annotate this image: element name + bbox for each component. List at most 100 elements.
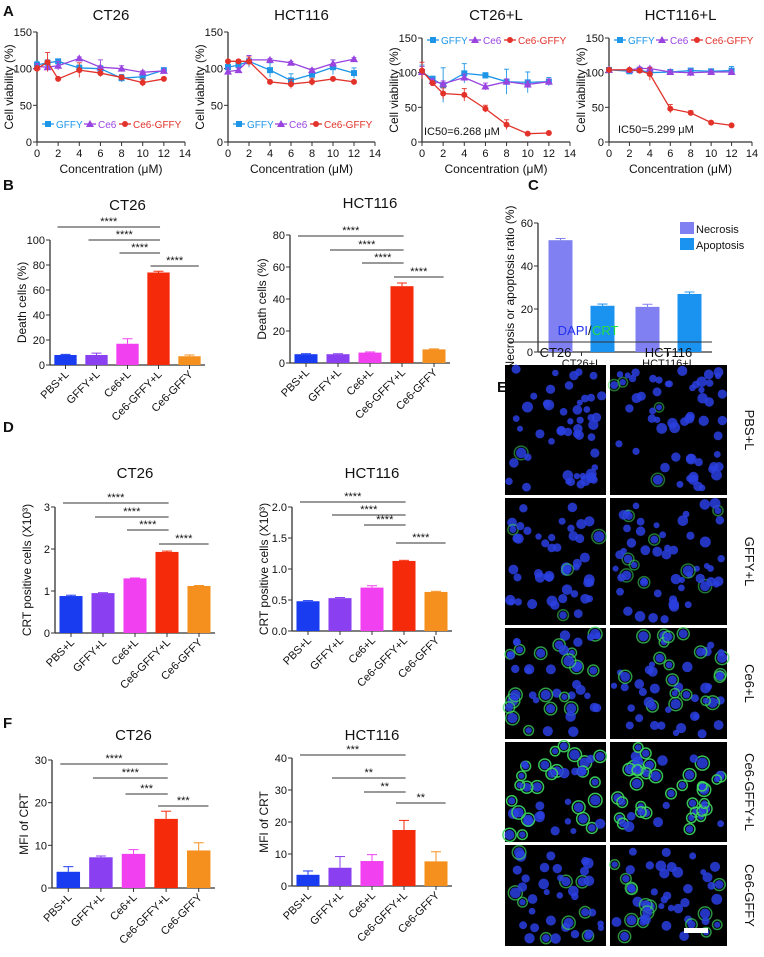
nucleus xyxy=(590,448,600,458)
nucleus xyxy=(637,808,645,816)
nucleus xyxy=(587,393,595,402)
x-tick-label: 12 xyxy=(348,148,360,160)
x-tick-label: 6 xyxy=(667,148,673,160)
nucleus xyxy=(635,526,646,536)
nucleus xyxy=(655,653,664,663)
crt-signal xyxy=(593,749,607,764)
nucleus xyxy=(581,394,589,403)
triangle-marker xyxy=(707,67,716,75)
nucleus xyxy=(699,536,711,548)
nucleus xyxy=(679,931,689,941)
chart-title: CT26 xyxy=(109,197,146,214)
nucleus xyxy=(660,615,669,624)
nucleus xyxy=(711,893,723,905)
crt-signal xyxy=(516,896,529,908)
nucleus xyxy=(521,760,529,769)
nucleus xyxy=(676,480,684,488)
legend-label: Ce6-GFFY xyxy=(518,36,567,47)
legend-label: Apoptosis xyxy=(696,240,745,252)
y-tick-label: 20 xyxy=(33,335,45,347)
nucleus xyxy=(524,933,535,944)
triangle-marker xyxy=(138,68,147,76)
y-tick-label: 40 xyxy=(275,753,287,765)
y-tick-label: 0.0 xyxy=(272,626,287,638)
significance-label: **** xyxy=(374,252,392,264)
nucleus xyxy=(684,601,692,609)
nucleus xyxy=(542,934,550,943)
circle-marker xyxy=(667,105,674,112)
circle-marker xyxy=(225,58,231,65)
significance-label: **** xyxy=(131,242,149,254)
nucleus xyxy=(509,526,517,534)
nucleus xyxy=(660,462,670,473)
nucleus xyxy=(714,507,722,515)
nucleus xyxy=(713,431,723,441)
y-tick-label: 150 xyxy=(586,33,604,45)
significance-label: **** xyxy=(358,239,376,251)
square-marker xyxy=(235,62,242,68)
nucleus xyxy=(670,573,682,585)
bar xyxy=(296,601,320,631)
significance-label: **** xyxy=(376,514,394,526)
nucleus xyxy=(687,920,696,929)
nucleus xyxy=(587,433,596,442)
panel-letter: B xyxy=(3,177,14,194)
nucleus xyxy=(625,721,634,730)
nucleus xyxy=(512,637,521,647)
x-tick-label: 2 xyxy=(55,148,61,160)
bar xyxy=(178,356,201,365)
significance-label: **** xyxy=(360,504,378,516)
nucleus xyxy=(519,921,528,930)
nucleus xyxy=(556,425,567,436)
nucleus xyxy=(506,651,516,660)
bar xyxy=(116,343,139,365)
nucleus xyxy=(508,797,516,805)
nucleus xyxy=(640,545,651,556)
nucleus xyxy=(665,661,673,669)
nucleus xyxy=(534,572,546,583)
nucleus xyxy=(588,908,597,917)
x-tick-label: 0 xyxy=(34,148,40,160)
crt-signal xyxy=(680,563,696,579)
bar xyxy=(422,349,446,363)
x-tick-label: 0 xyxy=(419,148,425,160)
nucleus xyxy=(682,565,694,577)
circle-marker xyxy=(267,78,273,85)
nucleus xyxy=(677,515,689,526)
circle-marker xyxy=(118,74,125,81)
nucleus xyxy=(623,554,633,564)
nucleus xyxy=(661,920,672,931)
circle-marker xyxy=(139,79,146,86)
micrograph-image xyxy=(502,739,607,843)
legend-label: GFFY xyxy=(247,120,274,131)
significance-label: **** xyxy=(410,266,428,278)
nucleus xyxy=(575,368,583,376)
y-tick-label: 60 xyxy=(273,262,285,274)
bar xyxy=(328,598,352,631)
row-label: Ce6-GFFY+L xyxy=(742,753,757,831)
x-tick-label: 10 xyxy=(705,148,717,160)
triangle-marker xyxy=(460,73,469,81)
crt-signal xyxy=(680,688,693,701)
chart-title: CT26 xyxy=(117,465,154,482)
x-tick-label: GFFY+L xyxy=(308,635,346,673)
nucleus xyxy=(707,641,715,649)
triangle-marker xyxy=(75,54,84,62)
nucleus xyxy=(668,599,679,610)
bar xyxy=(326,354,350,363)
crt-signal xyxy=(653,651,667,665)
y-tick-label: 0 xyxy=(217,137,223,149)
bar xyxy=(121,853,146,888)
nucleus xyxy=(632,447,640,455)
nucleus xyxy=(512,865,522,875)
nucleus xyxy=(635,714,644,723)
crt-signal xyxy=(569,659,585,675)
nucleus xyxy=(699,783,706,790)
nucleus xyxy=(703,369,714,380)
nucleus xyxy=(689,852,697,860)
nucleus xyxy=(632,502,640,510)
nucleus xyxy=(684,770,695,780)
crt-signal xyxy=(561,563,575,576)
chart-title: CT26 xyxy=(93,7,130,24)
